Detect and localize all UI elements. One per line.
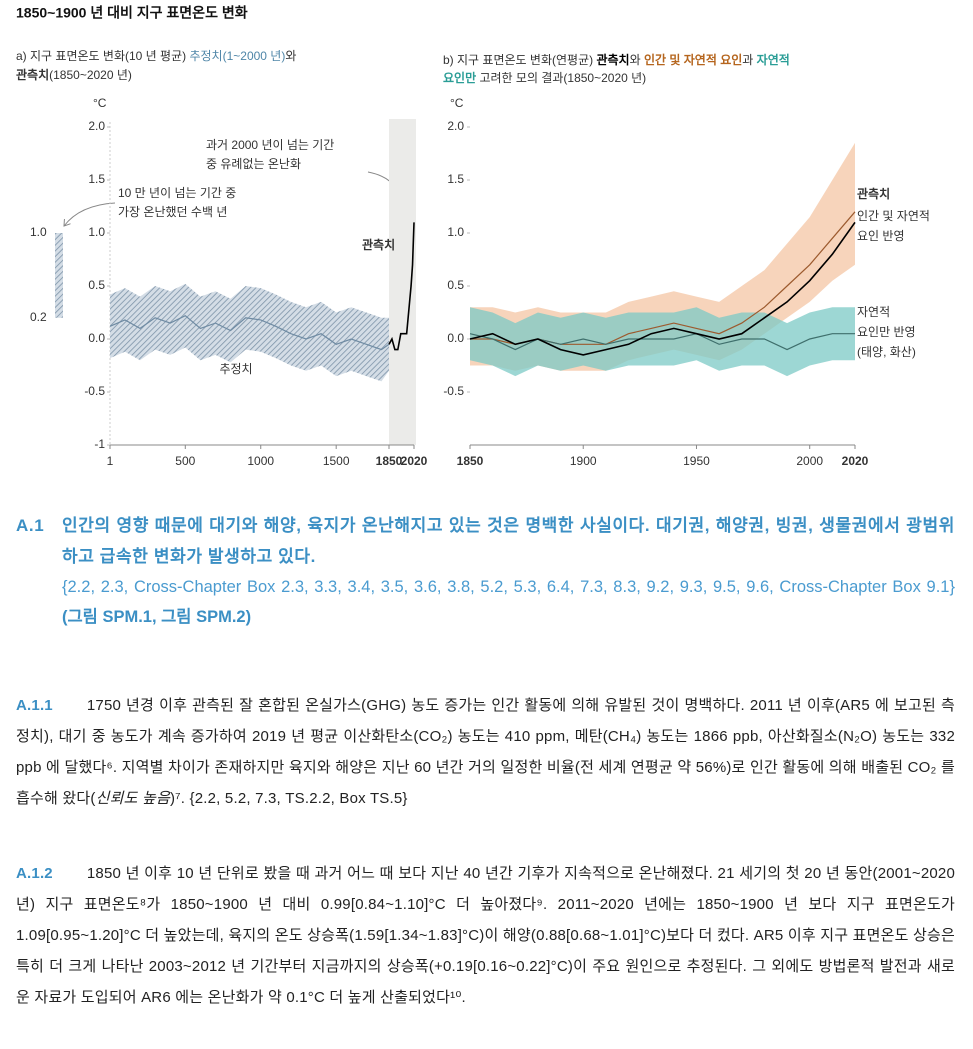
x-tick-label: 2020 bbox=[842, 454, 869, 468]
y-tick-label: -0.5 bbox=[443, 384, 464, 398]
section-heading: 인간의 영향 때문에 대기와 해양, 육지가 온난해지고 있는 것은 명백한 사… bbox=[62, 516, 955, 566]
warm-period-range-label: 1.0 bbox=[30, 225, 47, 239]
x-tick-label: 1900 bbox=[570, 454, 597, 468]
chart-b-title: b) 지구 표면온도 변화(연평균) 관측치와 인간 및 자연적 요인과 자연적 bbox=[443, 52, 790, 67]
y-tick-label: -1 bbox=[94, 437, 105, 451]
y-tick-label: 0.5 bbox=[447, 278, 464, 292]
y-tick-label: 0.0 bbox=[88, 331, 105, 345]
chart-a-title: 관측치(1850~2020 년) bbox=[16, 67, 132, 82]
series-line bbox=[109, 314, 390, 351]
annotation: 가장 온난했던 수백 년 bbox=[118, 205, 227, 219]
x-tick-label: 2020 bbox=[401, 454, 428, 468]
series-label: 추정치 bbox=[219, 362, 252, 376]
section-a1: A.1 인간의 영향 때문에 대기와 해양, 육지가 온난해지고 있는 것은 명… bbox=[16, 510, 955, 632]
warm-period-bar bbox=[55, 233, 63, 318]
uncertainty-band bbox=[110, 283, 389, 382]
y-tick-label: 2.0 bbox=[88, 119, 105, 133]
x-tick-label: 1950 bbox=[683, 454, 710, 468]
x-tick-label: 2000 bbox=[796, 454, 823, 468]
section-refs: {2.2, 2.3, Cross-Chapter Box 2.3, 3.3, 3… bbox=[62, 578, 955, 626]
x-tick-label: 500 bbox=[175, 454, 195, 468]
series-label: 관측치 bbox=[362, 237, 395, 252]
uncertainty-band bbox=[470, 307, 855, 377]
annotation: 중 유례없는 온난화 bbox=[206, 157, 301, 171]
paragraph: A.1.2 1850 년 이후 10 년 단위로 봤을 때 과거 어느 때 보다 … bbox=[16, 865, 955, 1006]
annotation: 10 만 년이 넘는 기간 중 bbox=[118, 186, 236, 200]
figure: 1850~1900 년 대비 지구 표면온도 변화 a) 지구 표면온도 변화(… bbox=[16, 5, 930, 468]
series-label: 요인 반영 bbox=[857, 229, 905, 243]
paragraph: A.1.1 1750 년경 이후 관측된 잘 혼합된 온실가스(GHG) 농도 증… bbox=[16, 697, 955, 807]
y-unit: °C bbox=[450, 96, 464, 110]
y-tick-label: 1.5 bbox=[447, 172, 464, 186]
series-line bbox=[388, 222, 415, 351]
section-a11: A.1.1 1750 년경 이후 관측된 잘 혼합된 온실가스(GHG) 농도 증… bbox=[16, 690, 955, 814]
series-label: 관측치 bbox=[857, 186, 890, 201]
y-tick-label: -0.5 bbox=[84, 384, 105, 398]
y-tick-label: 1.0 bbox=[88, 225, 105, 239]
warm-period-range-label: 0.2 bbox=[30, 310, 47, 324]
section-id: A.1 bbox=[16, 516, 45, 535]
figure-title: 1850~1900 년 대비 지구 표면온도 변화 bbox=[16, 5, 248, 21]
x-tick-label: 1000 bbox=[247, 454, 274, 468]
x-tick-label: 1850 bbox=[457, 454, 484, 468]
y-tick-label: 1.5 bbox=[88, 172, 105, 186]
annotation: 과거 2000 년이 넘는 기간 bbox=[206, 138, 334, 152]
y-tick-label: 0.5 bbox=[88, 278, 105, 292]
chart-b-title: 요인만 고려한 모의 결과(1850~2020 년) bbox=[443, 70, 646, 85]
series-line bbox=[469, 221, 856, 356]
x-tick-label: 1850 bbox=[376, 454, 403, 468]
x-tick-label: 1500 bbox=[323, 454, 350, 468]
annotation-arrow bbox=[64, 202, 116, 226]
x-tick-label: 1 bbox=[107, 454, 114, 468]
series-label: (태양, 화산) bbox=[857, 345, 916, 359]
series-label: 인간 및 자연적 bbox=[857, 209, 930, 223]
series-label: 자연적 bbox=[857, 305, 890, 319]
y-tick-label: 1.0 bbox=[447, 225, 464, 239]
y-tick-label: 0.0 bbox=[447, 331, 464, 345]
series-line bbox=[469, 333, 855, 351]
section-a12: A.1.2 1850 년 이후 10 년 단위로 봤을 때 과거 어느 때 보다 … bbox=[16, 858, 955, 1013]
chart-a-title: a) 지구 표면온도 변화(10 년 평균) 추정치(1~2000 년)와 bbox=[16, 49, 296, 63]
y-tick-label: 2.0 bbox=[447, 119, 464, 133]
y-unit: °C bbox=[93, 96, 107, 110]
series-label: 요인만 반영 bbox=[857, 325, 916, 339]
